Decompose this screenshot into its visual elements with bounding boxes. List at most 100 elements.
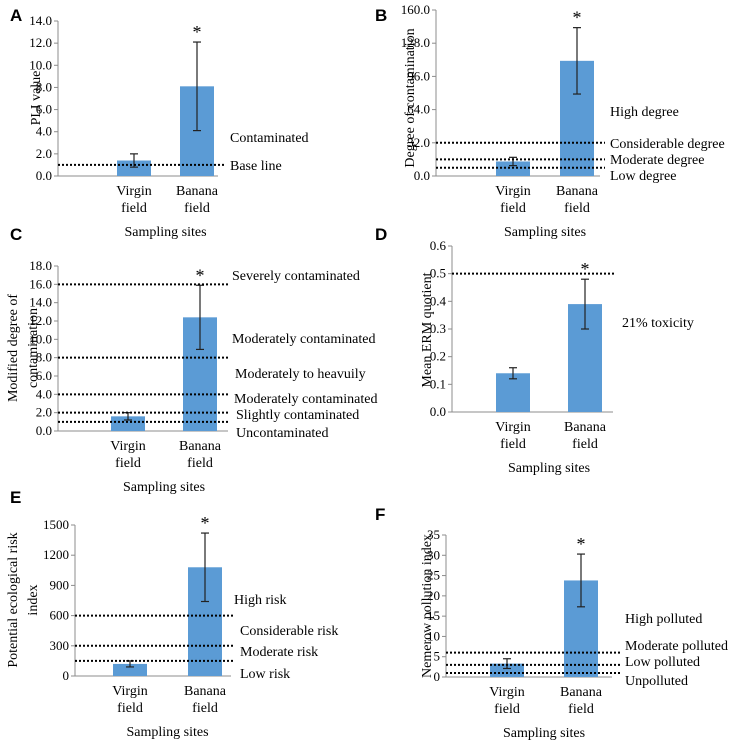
y-tick-label: 0.0: [36, 168, 52, 183]
region-label: Considerable risk: [240, 624, 338, 639]
category-label: field: [187, 456, 213, 471]
y-tick-label: 0.0: [36, 423, 52, 438]
panel-a: A 0.0 2.0 4.0 6.0 8.0 10.0 12.0 14.0 PLI value Vir…: [10, 6, 309, 240]
category-label: Banana: [564, 420, 607, 435]
region-label: High risk: [234, 593, 287, 608]
category-label: Banana: [176, 184, 219, 199]
y-tick-label: 0.4: [430, 293, 447, 308]
y-tick-label: 32.0: [407, 135, 430, 150]
y-tick-label: 0.5: [430, 266, 446, 281]
y-tick-label: 14.0: [29, 295, 52, 310]
region-label: Contaminated: [230, 131, 309, 146]
y-tick-label: 0.6: [430, 238, 447, 253]
region-label: Slightly contaminated: [236, 408, 359, 423]
category-label: Banana: [556, 184, 599, 199]
category-label: field: [500, 201, 526, 216]
category-label: Banana: [560, 685, 603, 700]
panel-letter: A: [10, 6, 22, 25]
region-label: 21% toxicity: [622, 316, 694, 331]
y-tick-label: 6.0: [36, 368, 52, 383]
region-label: Moderately contaminated: [232, 332, 375, 347]
y-tick-label: 15: [427, 608, 440, 623]
y-tick-label: 12.0: [29, 313, 52, 328]
region-label: Moderately contaminated: [234, 392, 377, 407]
region-label: High degree: [610, 105, 679, 120]
y-axis-title: contamination: [26, 308, 41, 388]
bar: [113, 663, 147, 676]
region-label: Moderate risk: [240, 645, 318, 660]
panel-letter: D: [375, 225, 387, 244]
y-tick-label: 6.0: [36, 102, 52, 117]
significance-marker: *: [201, 513, 210, 533]
significance-marker: *: [573, 8, 582, 28]
y-tick-label: 2.0: [36, 405, 52, 420]
category-label: field: [500, 437, 526, 452]
y-tick-label: 30: [427, 547, 440, 562]
y-axis-title: Potential ecological risk: [6, 532, 21, 667]
region-label: Moderate polluted: [625, 639, 728, 654]
panel-d: D 0.0 0.1 0.2 0.3 0.4 0.5 0.6 Mean ERM quotient V…: [375, 225, 694, 476]
x-axis-title: Sampling sites: [126, 725, 208, 740]
region-label: Low degree: [610, 169, 676, 184]
y-tick-label: 0.2: [430, 349, 446, 364]
y-tick-label: 12.0: [29, 35, 52, 50]
significance-marker: *: [193, 22, 202, 42]
panel-c: C 0.0 2.0 4.0 6.0 8.0 10.0 12.0 14.0 16.0 18.0 Modi…: [6, 225, 377, 495]
y-tick-label: 0.0: [430, 404, 446, 419]
y-tick-label: 300: [50, 638, 70, 653]
category-label: field: [568, 702, 594, 717]
category-label: field: [572, 437, 598, 452]
y-tick-label: 600: [50, 608, 70, 623]
y-tick-label: 5: [434, 649, 441, 664]
bar: [496, 161, 530, 176]
y-tick-label: 16.0: [29, 276, 52, 291]
x-axis-title: Sampling sites: [123, 480, 205, 495]
significance-marker: *: [581, 259, 590, 279]
category-label: field: [115, 456, 141, 471]
category-label: Banana: [184, 684, 227, 699]
category-label: Virgin: [495, 184, 530, 199]
y-tick-label: 0.0: [414, 168, 430, 183]
y-tick-label: 20: [427, 588, 440, 603]
region-label: Low risk: [240, 667, 290, 682]
category-label: field: [494, 702, 520, 717]
y-tick-label: 2.0: [36, 146, 52, 161]
x-axis-title: Sampling sites: [508, 461, 590, 476]
category-label: Banana: [179, 439, 222, 454]
y-tick-label: 8.0: [36, 79, 52, 94]
y-tick-label: 0: [63, 668, 70, 683]
panel-letter: E: [10, 488, 21, 507]
category-label: field: [192, 701, 218, 716]
y-tick-label: 4.0: [36, 124, 52, 139]
category-label: Virgin: [116, 184, 151, 199]
region-label: Moderate degree: [610, 153, 704, 168]
region-label: Uncontaminated: [236, 426, 329, 441]
y-tick-label: 10.0: [29, 331, 52, 346]
y-axis-title: PLI value: [29, 71, 44, 126]
y-tick-label: 1200: [43, 547, 69, 562]
y-tick-label: 25: [427, 568, 440, 583]
panel-letter: F: [375, 505, 385, 524]
x-axis-title: Sampling sites: [504, 225, 586, 240]
region-label: Base line: [230, 159, 282, 174]
y-tick-label: 14.0: [29, 13, 52, 28]
panel-letter: C: [10, 225, 22, 244]
panel-b: B 0.0 32.0 64.0 96.0 128.0 160.0 Degree of cont…: [375, 2, 725, 240]
category-label: Virgin: [495, 420, 530, 435]
y-axis-title: Degree of contamination: [403, 28, 418, 167]
significance-marker: *: [196, 265, 205, 285]
y-tick-label: 0.3: [430, 321, 446, 336]
y-tick-label: 4.0: [36, 386, 52, 401]
category-label: field: [121, 201, 147, 216]
y-tick-label: 900: [50, 577, 70, 592]
x-axis-title: Sampling sites: [503, 726, 585, 741]
category-label: field: [117, 701, 143, 716]
y-tick-label: 10.0: [29, 57, 52, 72]
region-label: High polluted: [625, 612, 702, 627]
y-tick-label: 0.1: [430, 376, 446, 391]
y-tick-label: 96.0: [407, 68, 430, 83]
panel-letter: B: [375, 6, 387, 25]
category-label: field: [184, 201, 210, 216]
